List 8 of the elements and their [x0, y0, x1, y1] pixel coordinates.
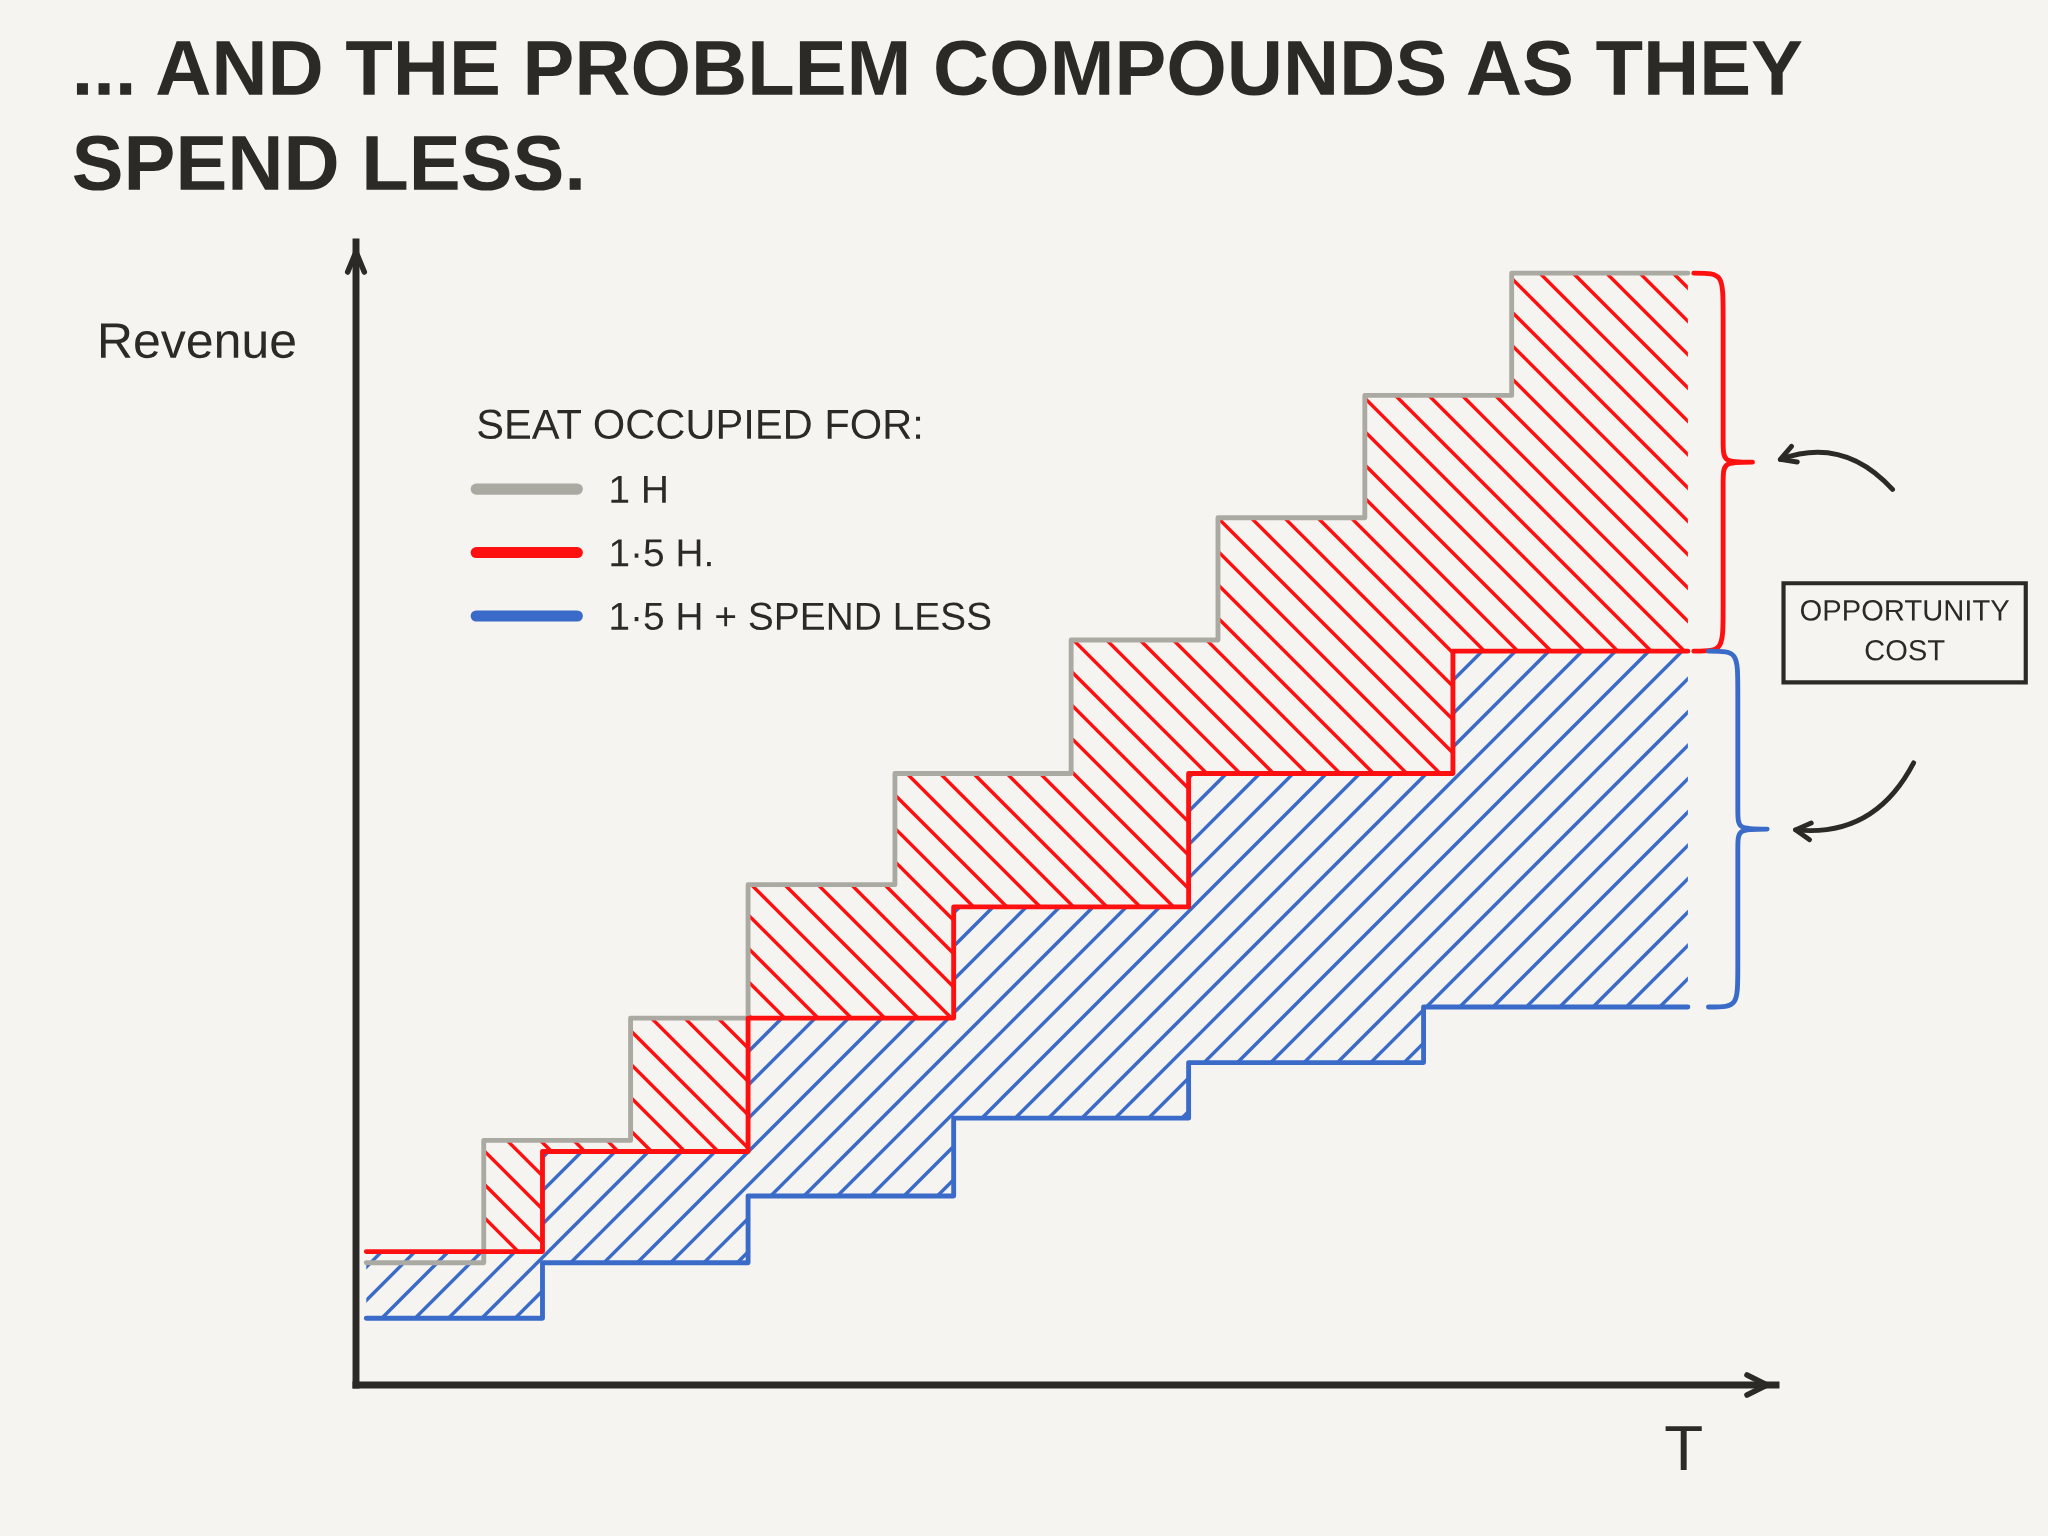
legend-label: 1·5 H.: [611, 539, 711, 567]
y-axis-title: Revenue: [101, 323, 295, 359]
legend-label: 1·5 H + SPEND LESS: [611, 602, 991, 631]
chart-title: ... AND THE PROBLEM COMPOUNDS AS THEY SPEND LESS.: [73, 40, 1802, 191]
x-axis-title: T: [1665, 1426, 1702, 1471]
legend-title: SEAT OCCUPIED FOR:: [478, 409, 921, 440]
legend-label: 1 H: [611, 475, 666, 503]
text: OPPORTUNITY COST: [1800, 600, 2010, 661]
